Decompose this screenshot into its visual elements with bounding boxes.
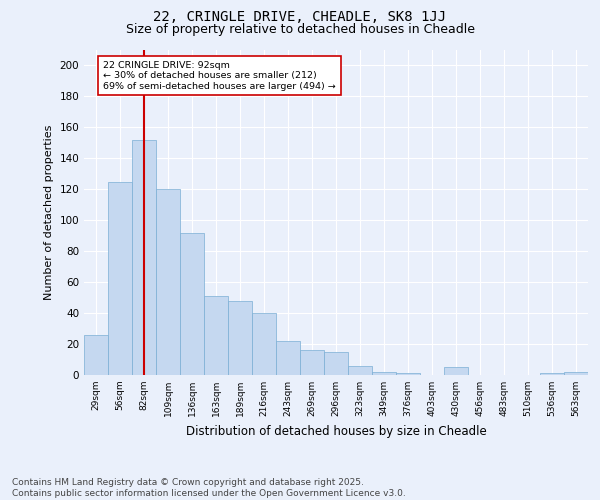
Text: 22, CRINGLE DRIVE, CHEADLE, SK8 1JJ: 22, CRINGLE DRIVE, CHEADLE, SK8 1JJ (154, 10, 446, 24)
Bar (204, 296, 228, 375)
Bar (228, 300, 252, 375)
Bar (348, 366, 372, 375)
Bar (540, 374, 564, 375)
Bar (180, 232, 204, 375)
Bar (372, 372, 396, 375)
Bar (252, 313, 276, 375)
Bar (324, 352, 348, 375)
Text: Size of property relative to detached houses in Cheadle: Size of property relative to detached ho… (125, 22, 475, 36)
Bar (444, 368, 468, 375)
Bar (300, 350, 324, 375)
Bar (564, 372, 588, 375)
Text: Contains HM Land Registry data © Crown copyright and database right 2025.
Contai: Contains HM Land Registry data © Crown c… (12, 478, 406, 498)
Bar (132, 140, 156, 375)
X-axis label: Distribution of detached houses by size in Cheadle: Distribution of detached houses by size … (185, 424, 487, 438)
Text: 22 CRINGLE DRIVE: 92sqm
← 30% of detached houses are smaller (212)
69% of semi-d: 22 CRINGLE DRIVE: 92sqm ← 30% of detache… (103, 61, 336, 90)
Bar (108, 182, 132, 375)
Bar (156, 190, 180, 375)
Bar (84, 335, 108, 375)
Y-axis label: Number of detached properties: Number of detached properties (44, 125, 54, 300)
Bar (396, 374, 420, 375)
Bar (276, 341, 300, 375)
